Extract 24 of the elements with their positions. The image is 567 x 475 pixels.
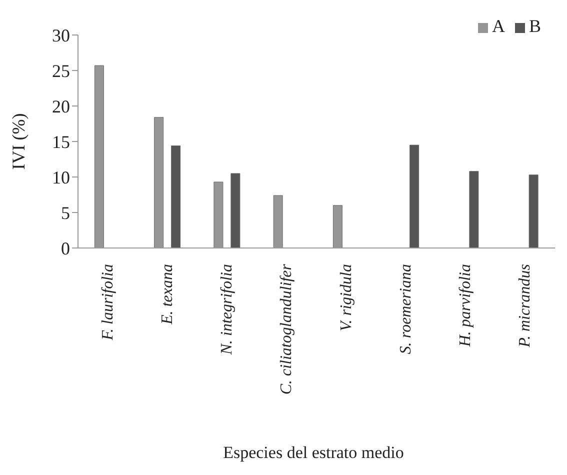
y-tick-label: 30 (52, 25, 70, 46)
x-tick-label: H. parvifolia (457, 264, 474, 348)
y-axis-title: IVI (%) (8, 113, 28, 170)
x-tick-label: V. rigidula (338, 264, 355, 332)
x-tick-label: E. texana (158, 264, 176, 326)
x-tick-label: P. micrandus (516, 264, 534, 348)
y-tick-label: 0 (61, 238, 70, 258)
y-tick-label: 15 (52, 132, 70, 152)
y-tick-label: 20 (52, 96, 70, 116)
x-tick-label: N. integrifolia (218, 264, 236, 356)
x-tick-label: C. ciliatoglandulifer (278, 263, 296, 395)
bar (410, 144, 420, 248)
bar (528, 174, 538, 248)
bar (469, 171, 479, 248)
y-tick-label: 25 (52, 60, 70, 81)
legend-label: A (492, 16, 505, 36)
y-tick-label: 10 (52, 167, 70, 188)
x-tick-label: S. roemeriana (397, 264, 414, 354)
x-tick-label: F. laurifolia (99, 264, 116, 342)
y-tick-label: 5 (61, 202, 70, 223)
bar (230, 173, 240, 248)
x-axis-title: Especies del estrato medio (222, 443, 405, 463)
legend-label: B (528, 16, 541, 36)
bar (171, 146, 181, 248)
